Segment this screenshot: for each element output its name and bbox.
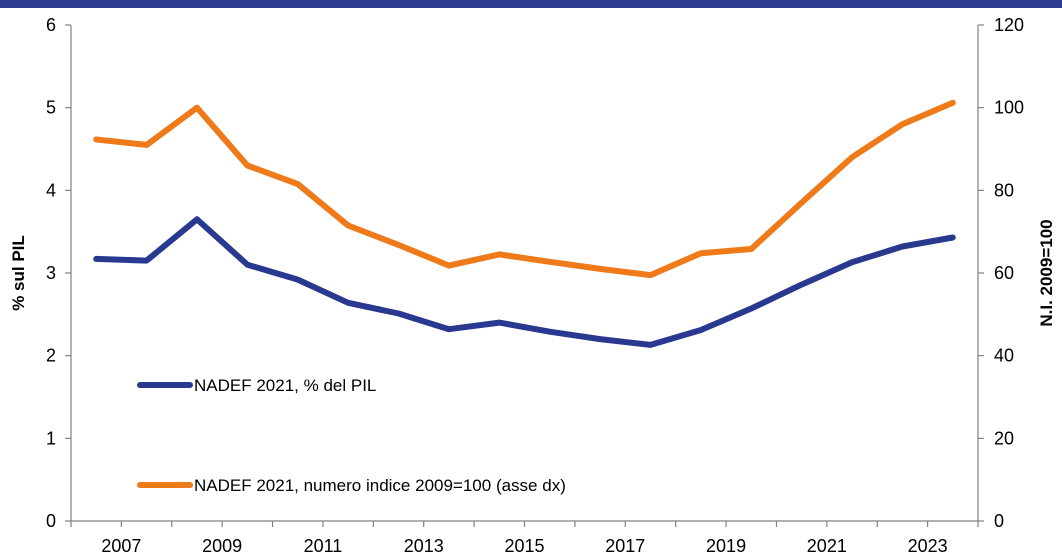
y-right-axis-title: N.I. 2009=100 (1037, 219, 1056, 326)
x-tick-label: 2023 (908, 536, 948, 554)
x-tick-label: 2013 (404, 536, 444, 554)
y-right-tick-label: 0 (994, 511, 1004, 531)
y-left-tick-label: 1 (46, 428, 56, 448)
x-tick-label: 2021 (807, 536, 847, 554)
y-left-tick-label: 5 (46, 98, 56, 118)
y-left-tick-label: 6 (46, 15, 56, 35)
x-tick-label: 2019 (706, 536, 746, 554)
top-banner (0, 0, 1062, 8)
x-tick-label: 2007 (101, 536, 141, 554)
y-right-tick-label: 100 (994, 98, 1024, 118)
series-line-pil (93, 216, 956, 348)
x-tick-label: 2009 (202, 536, 242, 554)
y-right-tick-label: 40 (994, 346, 1014, 366)
x-tick-label: 2015 (504, 536, 544, 554)
legend-label: NADEF 2021, % del PIL (194, 376, 376, 395)
y-left-tick-label: 3 (46, 263, 56, 283)
y-left-axis-title: % sul PIL (9, 235, 28, 311)
y-left-tick-label: 2 (46, 346, 56, 366)
y-right-tick-label: 20 (994, 428, 1014, 448)
x-tick-label: 2017 (605, 536, 645, 554)
series-line-index (93, 99, 956, 279)
legend-label: NADEF 2021, numero indice 2009=100 (asse… (194, 476, 566, 495)
y-left-tick-label: 4 (46, 180, 56, 200)
y-right-tick-label: 60 (994, 263, 1014, 283)
y-left-tick-label: 0 (46, 511, 56, 531)
y-right-tick-label: 120 (994, 15, 1024, 35)
x-tick-label: 2011 (304, 536, 343, 554)
y-right-tick-label: 80 (994, 180, 1014, 200)
